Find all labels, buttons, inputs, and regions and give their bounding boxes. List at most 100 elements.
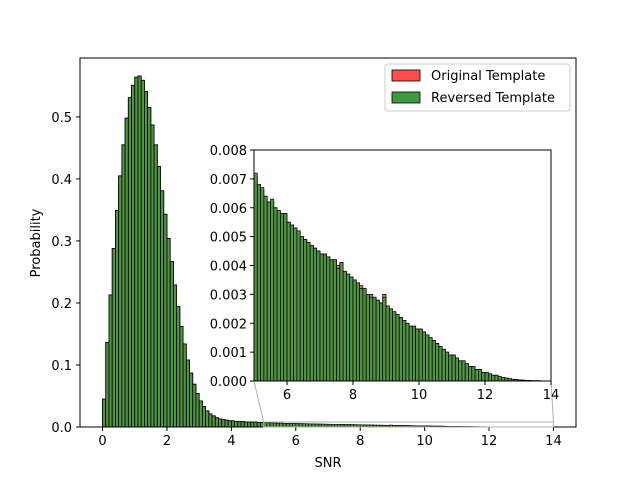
inset-bar-reversed-69: [481, 371, 486, 382]
inset-bar-reversed-38: [379, 302, 384, 382]
inset-bar-reversed-42: [392, 311, 397, 382]
inset-bar-reversed-2: [260, 187, 265, 382]
inset-y-tick-label-0: 0.000: [210, 375, 247, 390]
inset-bar-reversed-46: [405, 322, 410, 382]
main-tail-bar-reversed-4: [276, 422, 280, 428]
inset-bar-reversed-60: [451, 354, 456, 382]
main-bar-reversed-35: [214, 417, 219, 428]
inset-bar-reversed-13: [296, 230, 301, 382]
inset-plot-area: 6 8 10 12 14 0.0000.0010.0020.0030.0040.0050…: [210, 144, 559, 403]
main-bar-reversed-4: [115, 210, 120, 428]
main-bar-reversed-19: [163, 213, 168, 428]
inset-bar-reversed-35: [369, 296, 374, 382]
main-y-tick-label-5: 0.5: [51, 111, 72, 126]
inset-x-tick-label-4: 14: [543, 388, 560, 403]
inset-x-tick-label-1: 8: [349, 388, 357, 403]
main-y-tick-label-0: 0.0: [51, 421, 72, 436]
main-bar-reversed-18: [160, 190, 165, 428]
main-tail-bar-reversed-8: [289, 423, 293, 428]
inset-bar-reversed-41: [388, 308, 393, 382]
inset-bar-reversed-8: [280, 213, 285, 382]
main-tail-bar-reversed-11: [298, 423, 303, 428]
main-bar-reversed-29: [195, 393, 200, 428]
main-y-tick-label-2: 0.2: [51, 297, 72, 312]
inset-axes-frame: [253, 149, 552, 382]
main-bar-reversed-9: [131, 84, 136, 428]
inset-x-ticks: 6 8 10 12 14: [283, 381, 559, 403]
inset-bar-reversed-57: [441, 348, 446, 382]
inset-bar-reversed-27: [342, 270, 347, 382]
inset-y-tick-label-1: 0.001: [210, 346, 247, 361]
main-bar-reversed-38: [224, 419, 229, 428]
main-x-tick-label-7: 14: [545, 434, 562, 449]
main-x-tick-label-0: 0: [98, 434, 106, 449]
inset-bar-reversed-26: [339, 262, 344, 382]
legend-frame: [384, 63, 571, 112]
main-tail-bar-reversed-2: [269, 422, 274, 428]
inset-bar-reversed-12: [293, 227, 298, 382]
main-bar-reversed-8: [127, 97, 132, 428]
inset-bar-reversed-64: [464, 363, 469, 382]
main-tail-bar-reversed-10: [295, 423, 300, 428]
main-bar-reversed-15: [150, 124, 155, 428]
main-x-tick-label-5: 10: [416, 434, 433, 449]
main-tail-bar-reversed-6: [282, 422, 287, 428]
inset-bar-reversed-25: [336, 268, 341, 382]
inset-bar-reversed-9: [283, 213, 288, 382]
main-x-tick-label-3: 6: [292, 434, 300, 449]
main-x-tick-label-4: 8: [356, 434, 364, 449]
inset-bar-reversed-16: [306, 242, 311, 382]
inset-bar-reversed-50: [418, 328, 423, 382]
inset-bar-reversed-39: [382, 296, 387, 382]
inset-bar-reversed-11: [289, 224, 294, 382]
inset-bar-reversed-6: [273, 207, 278, 382]
inset-bar-reversed-19: [316, 250, 321, 382]
y-axis-label: Probability: [29, 208, 44, 277]
main-bar-reversed-46: [250, 421, 255, 428]
main-bar-reversed-44: [243, 421, 248, 428]
main-bar-reversed-10: [134, 76, 139, 428]
inset-bar-reversed-68: [478, 369, 483, 382]
legend-entries: Original Template Reversed Template: [391, 69, 555, 106]
main-x-tick-label-6: 12: [481, 434, 498, 449]
inset-x-tick-label-3: 12: [477, 388, 494, 403]
main-x-tick-label-1: 2: [163, 434, 171, 449]
inset-bar-reversed-21: [322, 253, 327, 382]
inset-bar-reversed-45: [402, 320, 407, 382]
main-bar-reversed-12: [140, 79, 145, 428]
inset-bar-reversed-47: [408, 325, 413, 382]
inset-y-tick-label-4: 0.004: [210, 260, 247, 275]
main-bar-reversed-3: [111, 247, 116, 428]
inset-bar-reversed-48: [412, 325, 417, 382]
main-y-tick-label-1: 0.1: [51, 359, 72, 374]
inset-bar-reversed-43: [395, 314, 400, 382]
main-bar-reversed-47: [253, 421, 258, 428]
inset-bar-reversed-14: [299, 236, 304, 382]
inset-bar-reversed-63: [461, 360, 466, 382]
inset-bar-reversed-36: [372, 296, 377, 382]
inset-bar-reversed-54: [431, 340, 436, 382]
zoom-connector-right: [550, 380, 554, 423]
main-bar-reversed-16: [153, 144, 158, 428]
main-bar-reversed-20: [166, 238, 171, 428]
main-tail-bar-reversed-1: [266, 422, 271, 428]
inset-y-ticks: 0.000 0.001 0.002 0.003 0.004 0.005 0.006 0.007…: [210, 144, 254, 390]
inset-bar-reversed-31: [355, 282, 360, 382]
inset-bar-reversed-67: [474, 369, 479, 382]
main-bar-reversed-28: [192, 383, 197, 428]
inset-bar-reversed-52: [425, 334, 430, 382]
main-plot-area: 0 2 4 6 8 10 12 14 0.0 0.1 0.2 0.3 0.4 0.5: [51, 57, 577, 449]
main-bar-reversed-14: [147, 107, 152, 428]
main-bar-reversed-45: [247, 421, 252, 428]
inset-bar-reversed-34: [365, 294, 370, 382]
inset-bar-reversed-61: [454, 357, 459, 382]
inset-x-tick-label-0: 6: [283, 388, 291, 403]
main-bar-reversed-30: [198, 400, 203, 428]
inset-bar-reversed-72: [491, 374, 496, 382]
main-bar-reversed-43: [240, 421, 245, 428]
main-bar-reversed-34: [211, 415, 216, 428]
main-x-ticks: 0 2 4 6 8 10 12 14: [98, 427, 562, 449]
main-bar-reversed-23: [176, 306, 181, 428]
inset-y-tick-label-8: 0.008: [210, 144, 247, 159]
